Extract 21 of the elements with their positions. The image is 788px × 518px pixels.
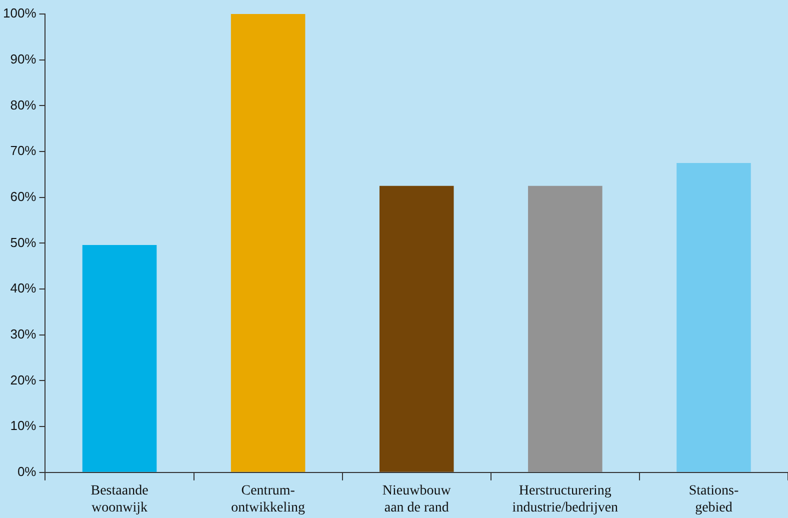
y-tick-label: 40% xyxy=(10,280,37,296)
bar xyxy=(230,14,306,472)
y-tick-label: 20% xyxy=(10,372,37,388)
y-tick-label: 10% xyxy=(10,418,37,434)
y-tick-label: 100% xyxy=(3,6,37,21)
bar xyxy=(528,186,602,472)
y-tick-label: 30% xyxy=(10,326,37,342)
x-tick-label: Stations- gebied xyxy=(688,483,739,516)
y-tick-label: 90% xyxy=(10,51,37,66)
x-tick-label: Centrum- ontwikkeling xyxy=(231,483,306,516)
x-tick-label: Nieuwbouw aan de rand xyxy=(382,483,452,516)
y-tick-label: 60% xyxy=(10,188,37,204)
y-tick-label: 80% xyxy=(10,97,37,112)
x-tick-label: Herstructurering industrie/bedrijven xyxy=(512,483,618,516)
bar xyxy=(82,245,157,472)
y-tick-label: 70% xyxy=(10,143,37,158)
bar xyxy=(676,162,751,472)
y-tick-label: 0% xyxy=(17,464,37,479)
y-tick-label: 50% xyxy=(10,234,37,250)
x-tick-label: Bestaande woonwijk xyxy=(90,483,148,516)
bar xyxy=(379,186,454,472)
